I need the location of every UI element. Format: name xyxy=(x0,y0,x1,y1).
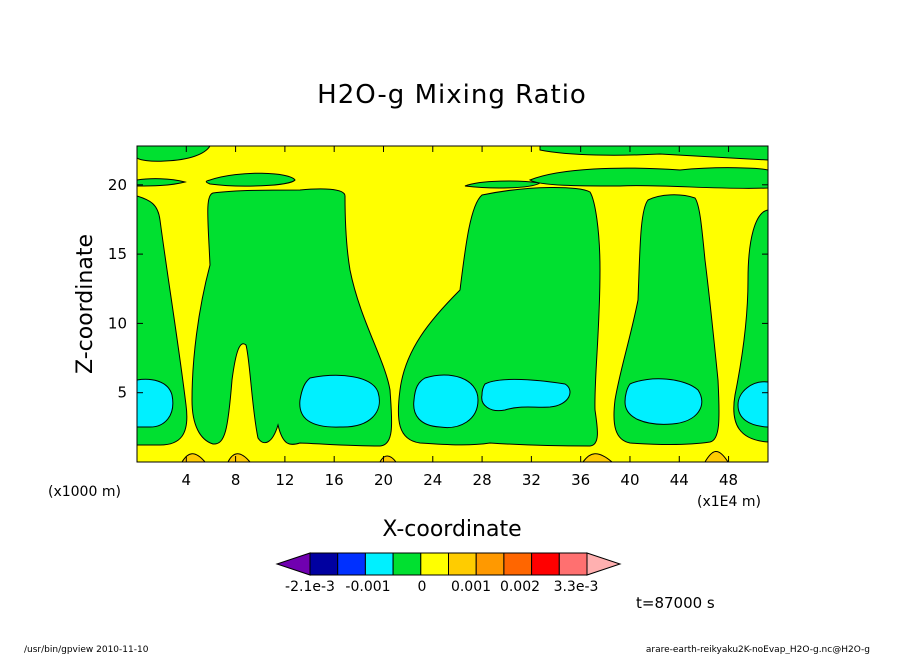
y-tick-label: 5 xyxy=(117,384,127,402)
cyan-region-2 xyxy=(299,374,380,428)
colorbar-label: 0 xyxy=(418,579,427,595)
cyan-region-6 xyxy=(737,381,768,428)
colorbar-swatch xyxy=(475,552,505,576)
y-tick-label: 15 xyxy=(108,245,127,263)
colorbar-swatch xyxy=(309,552,339,576)
x-tick-label: 4 xyxy=(182,471,192,489)
green-band-upper-right xyxy=(528,167,768,189)
colorbar-label: -2.1e-3 xyxy=(285,579,335,595)
x-tick-label: 36 xyxy=(571,471,590,489)
colorbar-swatch xyxy=(503,552,533,576)
x-tick-label: 16 xyxy=(325,471,344,489)
x-unit-left: (x1000 m) xyxy=(48,484,121,500)
y-axis-ticks: 5 10 15 20 xyxy=(108,176,768,402)
green-sliver-left xyxy=(137,178,187,187)
x-tick-label: 8 xyxy=(231,471,241,489)
colorbar-swatch xyxy=(420,552,449,576)
colorbar-label: 3.3e-3 xyxy=(554,579,599,595)
x-tick-label: 12 xyxy=(275,471,294,489)
time-label: t=87000 s xyxy=(636,594,715,612)
x-axis-label: X-coordinate xyxy=(382,517,521,542)
colorbar-label: 0.002 xyxy=(500,579,540,595)
colorbar-label: 0.001 xyxy=(451,579,491,595)
colorbar-swatch xyxy=(392,552,422,576)
cyan-region-4 xyxy=(481,378,571,412)
x-tick-label: 32 xyxy=(522,471,541,489)
chart-title: H2O-g Mixing Ratio xyxy=(317,80,587,110)
colorbar-swatch xyxy=(364,552,394,576)
footer-right: arare-earth-reikyaku2K-noEvap_H2O-g.nc@H… xyxy=(646,645,870,654)
x-unit-right: (x1E4 m) xyxy=(697,494,761,510)
x-tick-label: 48 xyxy=(719,471,738,489)
colorbar-swatch xyxy=(558,552,588,576)
x-tick-label: 24 xyxy=(423,471,442,489)
y-axis-label: Z-coordinate xyxy=(73,234,98,374)
x-tick-label: 28 xyxy=(473,471,492,489)
colorbar-over-triangle xyxy=(586,552,622,576)
x-tick-label: 44 xyxy=(670,471,689,489)
green-band-top-left xyxy=(137,146,211,162)
colorbar-label: -0.001 xyxy=(345,579,390,595)
plot-area xyxy=(136,145,769,463)
colorbar-swatch xyxy=(531,552,560,576)
cyan-region-1 xyxy=(137,378,174,428)
plot-frame xyxy=(136,145,769,463)
x-tick-label: 40 xyxy=(620,471,639,489)
y-tick-label: 10 xyxy=(108,314,127,332)
cyan-region-5 xyxy=(624,378,703,425)
green-band-top-right xyxy=(539,146,768,161)
x-axis-ticks: 4 8 12 16 20 24 28 32 36 40 44 48 xyxy=(182,146,738,489)
colorbar-swatch xyxy=(448,552,477,576)
x-tick-label: 20 xyxy=(374,471,393,489)
colorbar-swatch xyxy=(337,552,366,576)
green-band-upper-left xyxy=(205,172,296,187)
colorbar: -2.1e-3 -0.001 0 0.001 0.002 3.3e-3 xyxy=(275,552,622,595)
y-tick-label: 20 xyxy=(108,176,127,194)
cyan-region-3 xyxy=(413,374,479,429)
footer-left: /usr/bin/gpview 2010-11-10 xyxy=(24,645,149,654)
